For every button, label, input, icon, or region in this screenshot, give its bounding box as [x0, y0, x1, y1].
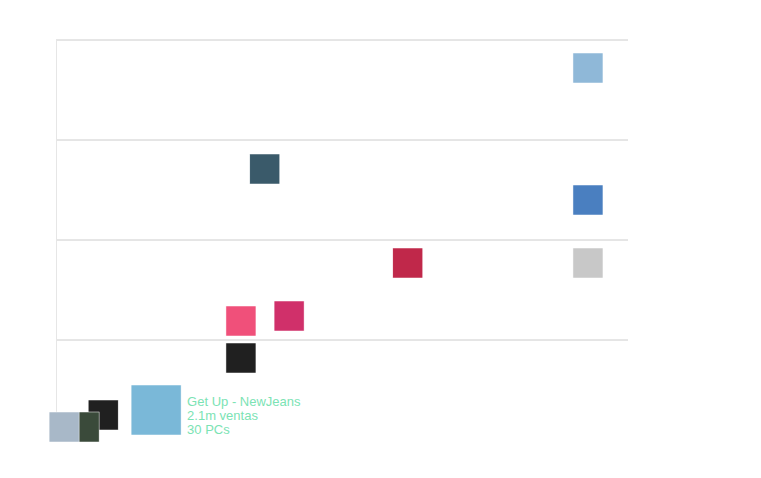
album-cover[interactable] — [274, 301, 304, 331]
album-cover[interactable] — [49, 412, 79, 442]
album-cover[interactable] — [573, 248, 603, 278]
album-cover[interactable] — [250, 154, 280, 184]
chart: Get Up - NewJeans2.1m ventas30 PCs — [0, 0, 761, 478]
grid-line — [56, 340, 628, 341]
album-cover[interactable] — [573, 185, 603, 215]
grid-line — [56, 140, 628, 141]
tooltip: Get Up - NewJeans2.1m ventas30 PCs — [187, 394, 301, 437]
album-cover[interactable] — [131, 385, 181, 435]
album-cover[interactable] — [393, 248, 423, 278]
tooltip-line: 2.1m ventas — [187, 408, 258, 423]
grid-line — [56, 40, 628, 41]
tooltip-line: Get Up - NewJeans — [187, 394, 301, 409]
y-axis-line — [56, 41, 57, 441]
y-axis — [56, 41, 58, 441]
grid-line — [56, 240, 628, 241]
points — [49, 53, 603, 442]
album-cover[interactable] — [226, 306, 256, 336]
album-cover[interactable] — [226, 343, 256, 373]
grid — [56, 40, 628, 340]
tooltip-line: 30 PCs — [187, 422, 230, 437]
album-cover[interactable] — [573, 53, 603, 83]
